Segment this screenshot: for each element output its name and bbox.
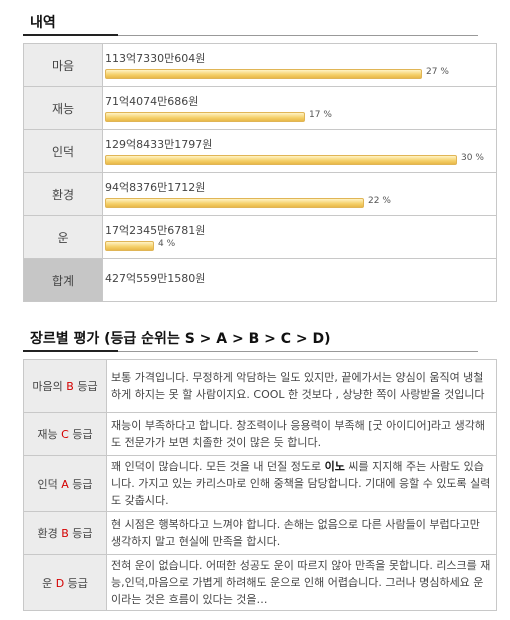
grade-suffix: 등급	[72, 477, 93, 491]
grades-title-underline	[23, 350, 118, 352]
row-value: 129억8433만1797원 30 %	[102, 129, 497, 173]
grade-letter: C	[61, 428, 69, 441]
grade-label: 재능 C 등급	[23, 412, 107, 456]
grade-letter: D	[55, 576, 65, 590]
row-label: 환경	[23, 172, 103, 216]
grade-row: 운 D 등급 전혀 운이 없습니다. 어떠한 성공도 운이 따르지 않아 만족을…	[23, 554, 497, 611]
row-label: 운	[23, 215, 103, 259]
row-bar-track: 30 %	[105, 153, 496, 165]
grade-text-part: 꽤 인덕이 많습니다. 모든 것을 내 던질 정도로	[111, 460, 325, 473]
row-bar-track: 17 %	[105, 110, 496, 122]
grade-suffix: 등급	[72, 428, 93, 441]
row-amount: 71억4074만686원	[105, 95, 199, 108]
grade-category: 운	[42, 576, 53, 590]
row-label: 재능	[23, 86, 103, 130]
row-label: 마음	[23, 43, 103, 87]
grade-description: 보통 가격입니다. 무정하게 악담하는 일도 있지만, 끝에가서는 양심이 움직…	[106, 359, 497, 413]
breakdown-table: 마음 113억7330만604원 27 % 재능 71억4074만686원 17…	[23, 43, 497, 302]
grade-suffix: 등급	[72, 527, 93, 540]
grade-label: 인덕 A 등급	[23, 455, 107, 512]
grade-letter: A	[61, 477, 69, 491]
grade-description: 재능이 부족하다고 합니다. 창조력이나 응용력이 부족해 [굿 아이디어]라고…	[106, 412, 497, 456]
grade-text-emphasis: 이노	[324, 460, 345, 473]
row-amount: 17억2345만6781원	[105, 224, 206, 237]
row-bar	[105, 198, 364, 208]
total-value: 427억559만1580원	[102, 258, 497, 302]
grade-category: 마음의	[32, 380, 63, 393]
breakdown-title-rule	[118, 35, 478, 36]
grade-row: 재능 C 등급 재능이 부족하다고 합니다. 창조력이나 응용력이 부족해 [굿…	[23, 412, 497, 456]
grade-description: 꽤 인덕이 많습니다. 모든 것을 내 던질 정도로 이노 씨를 지지해 주는 …	[106, 455, 497, 512]
breakdown-row: 인덕 129억8433만1797원 30 %	[23, 129, 497, 173]
grade-category: 환경	[37, 527, 58, 540]
grades-table: 마음의 B 등급 보통 가격입니다. 무정하게 악담하는 일도 있지만, 끝에가…	[23, 359, 497, 611]
row-bar	[105, 112, 305, 122]
breakdown-row: 운 17억2345만6781원 4 %	[23, 215, 497, 259]
breakdown-row: 마음 113억7330만604원 27 %	[23, 43, 497, 87]
total-amount: 427억559만1580원	[105, 272, 206, 285]
row-amount: 129억8433만1797원	[105, 138, 213, 151]
grades-title-rule	[118, 351, 478, 352]
row-value: 17억2345만6781원 4 %	[102, 215, 497, 259]
breakdown-title: 내역	[30, 15, 56, 31]
grade-suffix: 등급	[77, 380, 98, 393]
grade-row: 환경 B 등급 현 시점은 행복하다고 느껴야 합니다. 손해는 없음으로 다른…	[23, 511, 497, 555]
breakdown-row: 재능 71억4074만686원 17 %	[23, 86, 497, 130]
grade-letter: B	[61, 527, 69, 540]
grades-title: 장르별 평가 (등급 순위는 S > A > B > C > D)	[30, 331, 331, 347]
total-label: 합계	[23, 258, 103, 302]
row-value: 71억4074만686원 17 %	[102, 86, 497, 130]
row-bar	[105, 69, 422, 79]
row-percent: 22 %	[368, 196, 391, 206]
grade-row: 마음의 B 등급 보통 가격입니다. 무정하게 악담하는 일도 있지만, 끝에가…	[23, 359, 497, 413]
breakdown-row: 환경 94억8376만1712원 22 %	[23, 172, 497, 216]
grade-label: 환경 B 등급	[23, 511, 107, 555]
row-bar	[105, 241, 154, 251]
grade-label: 마음의 B 등급	[23, 359, 107, 413]
row-amount: 113억7330만604원	[105, 52, 206, 65]
row-percent: 27 %	[426, 67, 449, 77]
grade-category: 재능	[37, 428, 58, 441]
row-value: 94억8376만1712원 22 %	[102, 172, 497, 216]
row-bar-track: 4 %	[105, 239, 496, 251]
grade-text-part: 씨를 지지해 주는 사람도 있습니다. 가지고 있는 카리스마로 인해 중책을 …	[111, 460, 491, 507]
row-percent: 4 %	[158, 239, 176, 249]
breakdown-title-underline	[23, 34, 118, 36]
grade-row: 인덕 A 등급 꽤 인덕이 많습니다. 모든 것을 내 던질 정도로 이노 씨를…	[23, 455, 497, 512]
grade-letter: B	[66, 380, 74, 393]
grade-description: 현 시점은 행복하다고 느껴야 합니다. 손해는 없음으로 다른 사람들이 부럽…	[106, 511, 497, 555]
row-value: 113억7330만604원 27 %	[102, 43, 497, 87]
grade-category: 인덕	[37, 477, 58, 491]
row-percent: 17 %	[309, 110, 332, 120]
grade-label: 운 D 등급	[23, 554, 107, 611]
row-bar	[105, 155, 457, 165]
total-row: 합계 427억559만1580원	[23, 258, 497, 302]
row-bar-track: 22 %	[105, 196, 496, 208]
grade-description: 전혀 운이 없습니다. 어떠한 성공도 운이 따르지 않아 만족을 못합니다. …	[106, 554, 497, 611]
grade-suffix: 등급	[67, 576, 88, 590]
row-percent: 30 %	[461, 153, 484, 163]
row-amount: 94억8376만1712원	[105, 181, 206, 194]
row-bar-track: 27 %	[105, 67, 496, 79]
row-label: 인덕	[23, 129, 103, 173]
